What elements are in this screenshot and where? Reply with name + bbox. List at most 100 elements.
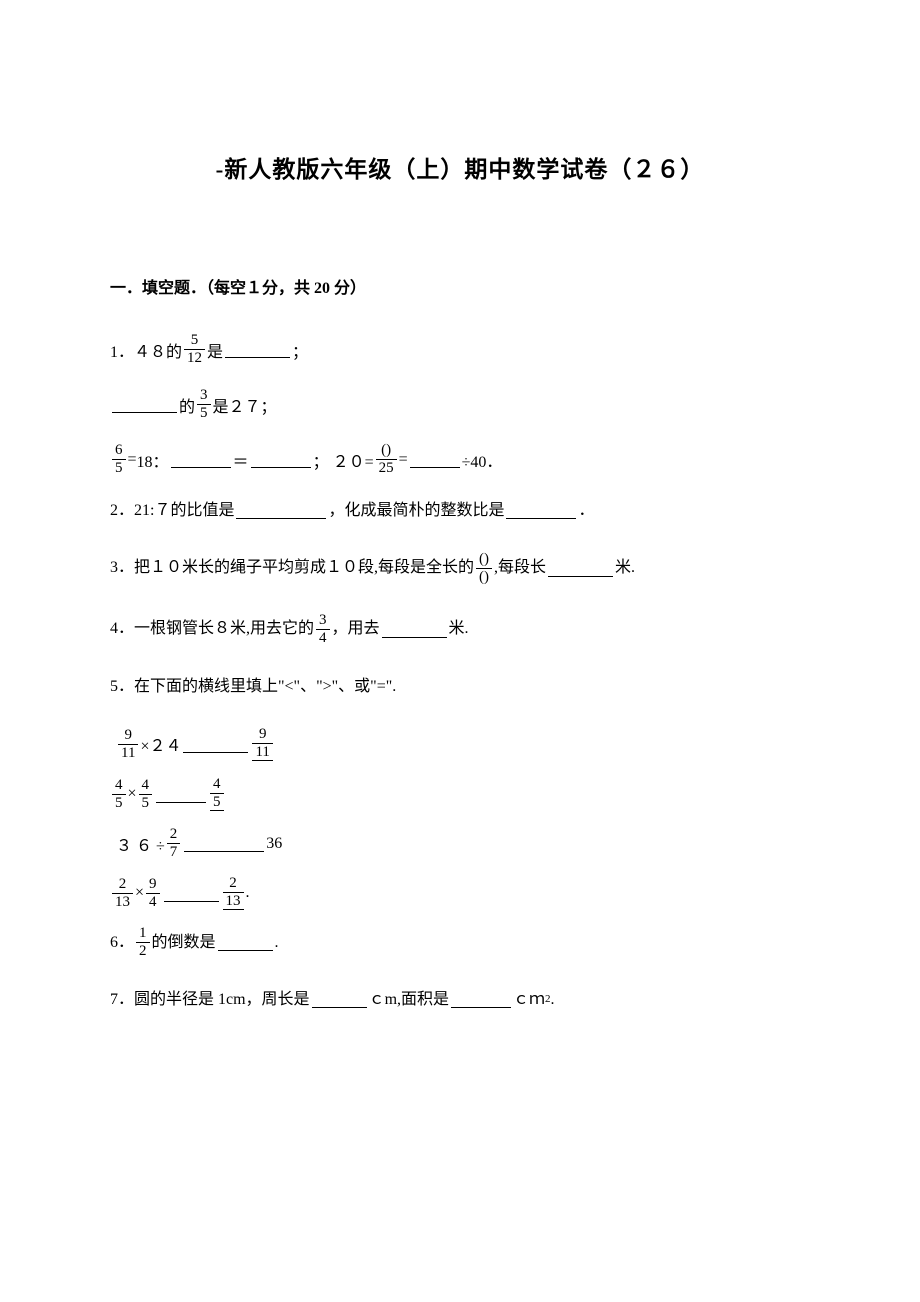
numerator: 1 — [136, 926, 150, 942]
numerator: 2 — [226, 876, 240, 892]
fraction: 9 4 — [146, 877, 160, 910]
numerator: 2 — [116, 877, 130, 893]
numerator: 9 — [146, 877, 160, 893]
blank — [451, 991, 511, 1008]
fraction: () () — [476, 552, 492, 585]
q6-text: 的倒数是 — [152, 930, 216, 956]
numerator: 6 — [112, 443, 126, 459]
q4-text: 4．一根钢管长８米,用去它的 — [110, 616, 314, 642]
q3-text: 3．把１０米长的绳子平均剪成１０段,每段是全长的 — [110, 555, 474, 581]
fraction: 1 2 — [136, 926, 150, 959]
denominator: 2 — [136, 942, 150, 959]
numerator: 3 — [316, 613, 330, 629]
denominator: 4 — [146, 893, 160, 910]
blank — [312, 991, 367, 1008]
q5-row-3: ３ ６ ÷ 2 7 36 — [110, 827, 810, 860]
q5-text: 5．在下面的横线里填上"<"、">"、或"=". — [110, 674, 396, 700]
q1-text: 的 — [179, 393, 195, 417]
question-1: 1．４８的 5 12 是 ； 的 3 5 是２７； 6 5 = 18： — [110, 333, 810, 476]
q4-text: ，用去 — [332, 616, 380, 642]
q1-text: 是２７； — [213, 393, 277, 417]
fraction: () 25 — [376, 443, 397, 476]
question-3: 3．把１０米长的绳子平均剪成１０段,每段是全长的 () () ,每段长 米. — [110, 552, 810, 585]
fraction: 9 11 — [252, 727, 272, 761]
q5-row-1: 9 11 ×２４ 9 11 — [110, 727, 810, 761]
denominator: 4 — [316, 629, 330, 646]
blank — [506, 502, 576, 519]
question-4: 4．一根钢管长８米,用去它的 3 4 ，用去 米. — [110, 613, 810, 646]
denominator: 11 — [118, 744, 138, 761]
q1-text: ÷40． — [462, 448, 503, 472]
question-2: 2．21:７的比值是 ，化成最简朴的整数比是 ． — [110, 498, 810, 524]
numerator: () — [378, 443, 394, 459]
q3-text: 米. — [615, 555, 635, 581]
blank — [251, 451, 311, 468]
numerator: 5 — [188, 333, 202, 349]
fraction: 2 7 — [167, 827, 181, 860]
blank — [156, 786, 206, 803]
fraction: 9 11 — [118, 728, 138, 761]
numerator: 9 — [256, 727, 270, 743]
denominator: 5 — [210, 793, 224, 810]
q5-text: ×２４ — [140, 732, 181, 756]
q6-text: . — [275, 930, 279, 956]
denominator: 13 — [112, 893, 133, 910]
numerator: () — [476, 552, 492, 568]
denominator: 5 — [112, 794, 126, 811]
fraction: 6 5 — [112, 443, 126, 476]
q1-text: ； ２０= — [313, 448, 374, 472]
blank — [410, 451, 460, 468]
numerator: 4 — [139, 778, 153, 794]
fraction: 4 5 — [210, 777, 224, 811]
q3-text: ,每段长 — [494, 555, 546, 581]
section-header: 一．填空题．（每空１分，共 20 分） — [110, 274, 810, 298]
numerator: 3 — [197, 388, 211, 404]
q1-text: 是 — [207, 338, 223, 362]
blank — [236, 502, 326, 519]
fraction: 4 5 — [112, 778, 126, 811]
fraction: 3 5 — [197, 388, 211, 421]
blank — [112, 396, 177, 413]
q5-text: . — [246, 884, 250, 902]
denominator: 5 — [139, 794, 153, 811]
q5-text: 36 — [266, 835, 282, 853]
q2-text: ，化成最简朴的整数比是 — [328, 498, 504, 524]
denominator: 5 — [197, 404, 211, 421]
numerator: 9 — [121, 728, 135, 744]
q5-row-4: 2 13 × 9 4 2 13 . — [110, 876, 810, 910]
denominator: 25 — [376, 459, 397, 476]
q1-text: 1．４８的 — [110, 338, 182, 362]
q5-text: × — [135, 884, 144, 902]
q6-text: 6． — [110, 930, 134, 956]
q1-text: ； — [292, 338, 308, 362]
q5-row-2: 4 5 × 4 5 4 5 — [110, 777, 810, 811]
blank — [164, 885, 219, 902]
denominator: 7 — [167, 843, 181, 860]
denominator: 13 — [223, 892, 244, 909]
q7-text: ｃm,面积是 — [369, 987, 449, 1013]
numerator: 4 — [210, 777, 224, 793]
q1-text: = — [128, 451, 137, 469]
fraction: 4 5 — [139, 778, 153, 811]
blank — [183, 736, 248, 753]
fraction: 2 13 — [112, 877, 133, 910]
blank — [171, 451, 231, 468]
page-title: -新人教版六年级（上）期中数学试卷（２６） — [110, 150, 810, 184]
question-5-rows: 9 11 ×２４ 9 11 4 5 × 4 5 4 5 — [110, 727, 810, 910]
fraction: 5 12 — [184, 333, 205, 366]
q2-text: 2．21:７的比值是 — [110, 498, 234, 524]
numerator: 2 — [167, 827, 181, 843]
denominator: 11 — [252, 743, 272, 760]
q7-text: 7．圆的半径是 1cm，周长是 — [110, 987, 310, 1013]
q4-text: 米. — [449, 616, 469, 642]
numerator: 4 — [112, 778, 126, 794]
fraction: 2 13 — [223, 876, 244, 910]
denominator: 12 — [184, 349, 205, 366]
denominator: 5 — [112, 459, 126, 476]
blank — [382, 621, 447, 638]
blank — [225, 341, 290, 358]
q5-text: × — [128, 785, 137, 803]
q1-text: ＝ — [233, 448, 249, 472]
question-5-header: 5．在下面的横线里填上"<"、">"、或"=". — [110, 674, 810, 700]
q1-text: 18： — [137, 448, 169, 472]
